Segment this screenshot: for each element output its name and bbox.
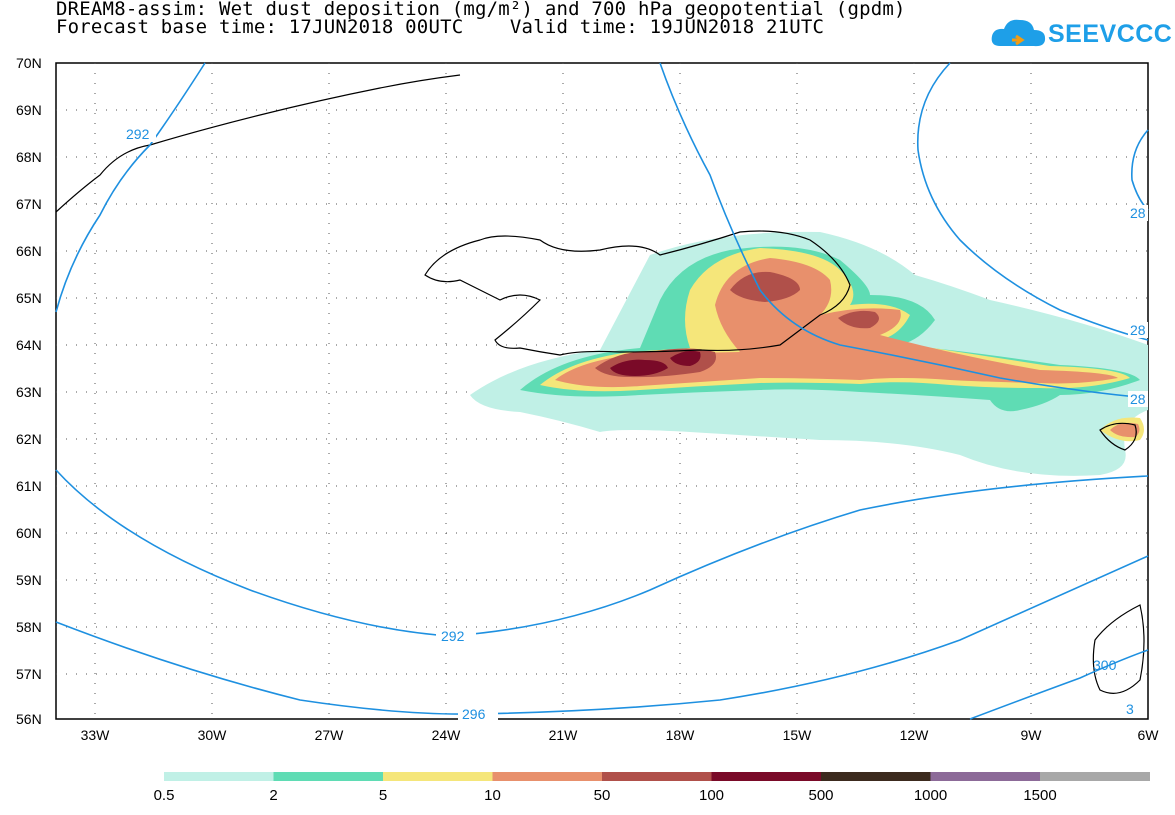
contour-label: 292 [441, 628, 465, 644]
cloud-icon [991, 19, 1046, 47]
coastlines [55, 74, 1145, 694]
svg-text:70N: 70N [16, 55, 42, 71]
svg-text:65N: 65N [16, 290, 42, 306]
svg-text:59N: 59N [16, 572, 42, 588]
longitude-labels: 33W 30W 27W 24W 21W 18W 15W 12W 9W 6W [81, 727, 1160, 743]
svg-text:62N: 62N [16, 431, 42, 447]
legend-swatch [492, 772, 603, 781]
contour-label: 292 [126, 126, 150, 142]
contour-labels: 292 292 296 28 28 28 300 3 [122, 126, 1148, 722]
map-subtitle: Forecast base time: 17JUN2018 00UTC Vali… [56, 16, 825, 38]
legend-label: 500 [808, 787, 833, 804]
legend-swatch [821, 772, 931, 781]
svg-text:56N: 56N [16, 711, 42, 727]
svg-text:15W: 15W [783, 727, 813, 743]
logo-text: SEEVCCC [1048, 20, 1173, 48]
svg-text:21W: 21W [549, 727, 579, 743]
svg-text:63N: 63N [16, 384, 42, 400]
svg-text:68N: 68N [16, 149, 42, 165]
legend-swatch [273, 772, 384, 781]
contour-label: 28 [1130, 205, 1146, 221]
svg-text:30W: 30W [198, 727, 228, 743]
legend-label: 1500 [1023, 787, 1056, 804]
svg-text:24W: 24W [432, 727, 462, 743]
svg-text:67N: 67N [16, 196, 42, 212]
legend-label: 100 [699, 787, 724, 804]
legend-label: 0.5 [154, 787, 175, 804]
legend-swatch [602, 772, 712, 781]
contour-label: 3 [1126, 701, 1134, 717]
contour-label: 28 [1130, 322, 1146, 338]
legend-swatch [1040, 772, 1150, 781]
geopotential-contours [55, 62, 1149, 720]
legend-label: 2 [269, 787, 277, 804]
contour-label: 296 [462, 706, 486, 722]
svg-text:66N: 66N [16, 243, 42, 259]
legend-swatch [164, 772, 274, 781]
svg-text:61N: 61N [16, 478, 42, 494]
legend-label: 50 [594, 787, 611, 804]
svg-text:27W: 27W [315, 727, 345, 743]
svg-text:9W: 9W [1021, 727, 1043, 743]
svg-text:58N: 58N [16, 619, 42, 635]
legend-swatch [930, 772, 1041, 781]
dust-deposition-field [470, 231, 1148, 476]
svg-text:60N: 60N [16, 525, 42, 541]
legend-swatch [383, 772, 493, 781]
legend-label: 10 [484, 787, 501, 804]
legend-colorbar [164, 772, 1150, 781]
svg-text:33W: 33W [81, 727, 111, 743]
svg-text:12W: 12W [900, 727, 930, 743]
svg-text:57N: 57N [16, 666, 42, 682]
legend-label: 1000 [914, 787, 947, 804]
legend-label: 5 [379, 787, 387, 804]
latitude-labels: 70N 69N 68N 67N 66N 65N 64N 63N 62N 61N … [16, 55, 42, 727]
map-title: DREAM8-assim: Wet dust deposition (mg/m²… [56, 0, 906, 20]
svg-text:64N: 64N [16, 337, 42, 353]
contour-label: 28 [1130, 391, 1146, 407]
contour-label: 300 [1093, 657, 1117, 673]
legend-labels: 0.5 2 5 10 50 100 500 1000 1500 [154, 787, 1057, 804]
svg-text:6W: 6W [1138, 727, 1160, 743]
legend-swatch [711, 772, 822, 781]
svg-text:69N: 69N [16, 102, 42, 118]
seevccc-logo: SEEVCCC [990, 14, 1172, 54]
svg-text:18W: 18W [666, 727, 696, 743]
